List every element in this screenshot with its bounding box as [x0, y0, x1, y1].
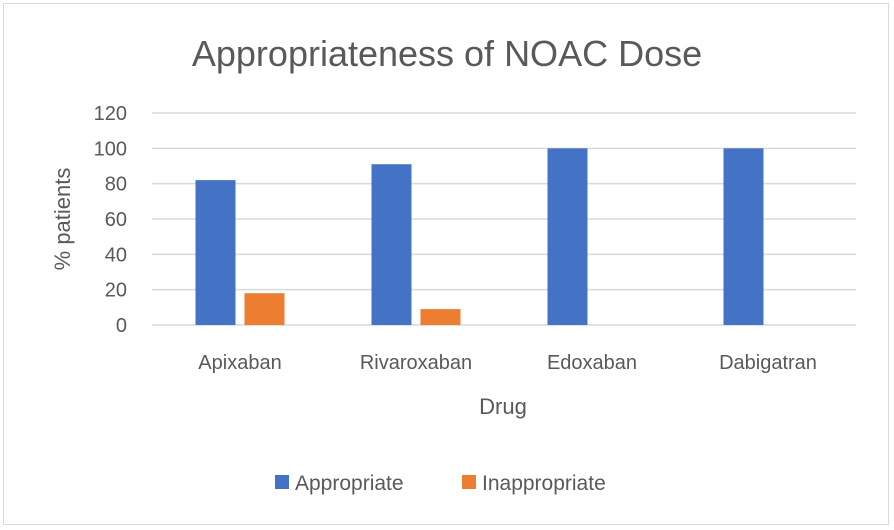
- y-tick-label: 20: [105, 280, 127, 302]
- legend-swatch-inappropriate: [462, 475, 476, 489]
- legend-label-appropriate: Appropriate: [295, 472, 404, 495]
- x-tick-label: Apixaban: [198, 352, 281, 374]
- y-axis-title: % patients: [50, 168, 75, 271]
- bar-appropriate-dabigatran: [723, 148, 764, 325]
- y-tick-label: 40: [105, 244, 127, 266]
- y-tick-label: 80: [105, 174, 127, 196]
- x-axis-ticks: Apixaban Rivaroxaban Edoxaban Dabigatran: [198, 352, 817, 374]
- y-tick-label: 100: [94, 138, 127, 160]
- bar-inappropriate-rivaroxaban: [420, 309, 461, 325]
- bar-appropriate-rivaroxaban: [371, 164, 412, 325]
- chart-title: Appropriateness of NOAC Dose: [192, 33, 702, 74]
- y-tick-label: 0: [116, 315, 127, 337]
- legend-label-inappropriate: Inappropriate: [482, 472, 606, 495]
- bar-appropriate-apixaban: [195, 180, 236, 325]
- x-axis-title: Drug: [479, 394, 527, 419]
- legend-swatch-appropriate: [275, 475, 289, 489]
- y-tick-label: 120: [94, 103, 127, 125]
- x-tick-label: Edoxaban: [547, 352, 637, 374]
- bar-inappropriate-apixaban: [244, 293, 285, 325]
- y-axis-ticks: 0 20 40 60 80 100 120: [94, 103, 127, 337]
- x-tick-label: Dabigatran: [719, 352, 817, 374]
- x-tick-label: Rivaroxaban: [360, 352, 472, 374]
- legend: Appropriate Inappropriate: [275, 472, 606, 495]
- bars: [195, 148, 764, 325]
- y-tick-label: 60: [105, 209, 127, 231]
- bar-appropriate-edoxaban: [547, 148, 588, 325]
